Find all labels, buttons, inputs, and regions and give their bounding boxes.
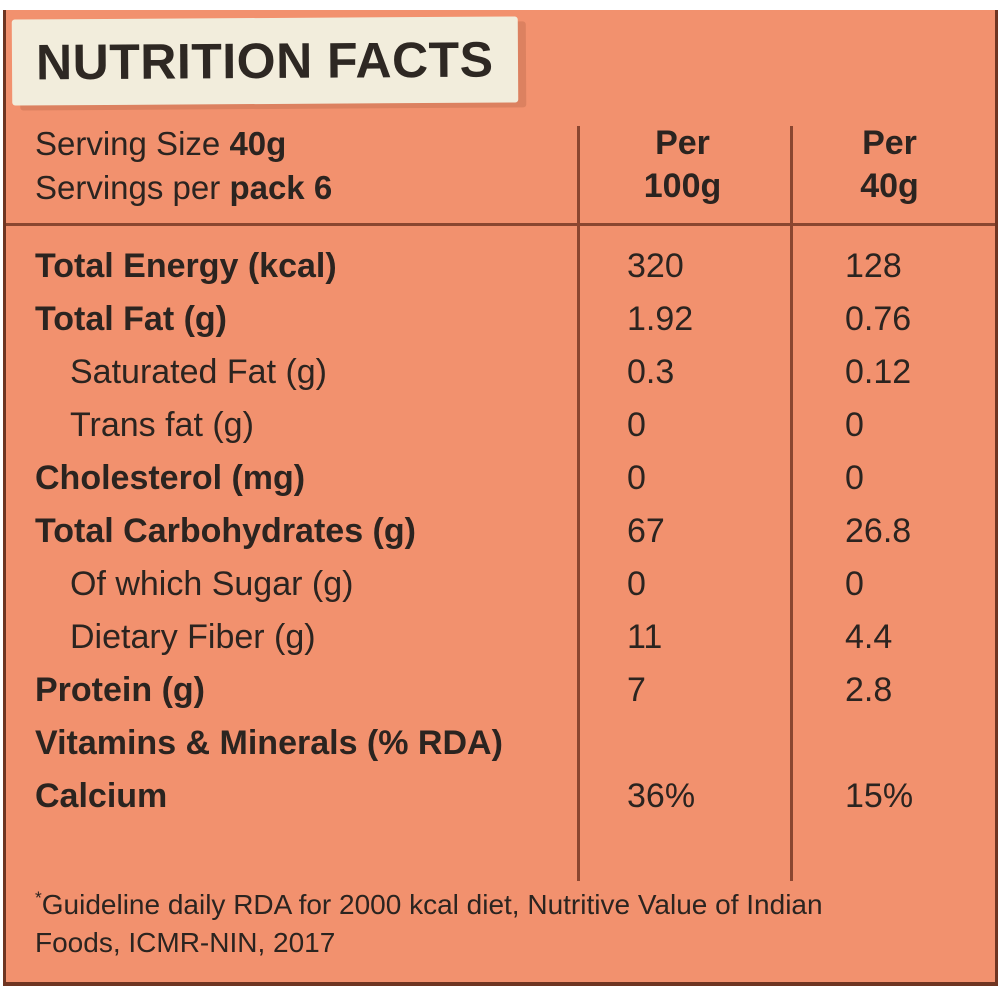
title-banner: NUTRITION FACTS — [11, 16, 519, 106]
nutrient-label: Total Energy (kcal) — [35, 247, 337, 285]
serving-size-value: 40g — [229, 125, 287, 162]
table-row: Of which Sugar (g) 0 0 — [6, 558, 995, 611]
serving-info: Serving Size 40g Servings per pack 6 — [35, 122, 332, 210]
per-100g-value: 36% — [627, 777, 696, 815]
footnote-asterisk: * — [35, 887, 42, 908]
per-100g-value: 1.92 — [627, 300, 694, 338]
table-row: Total Fat (g) 1.92 0.76 — [6, 293, 995, 346]
per-100g-value: 0 — [627, 406, 646, 444]
per-40g-value: 0 — [845, 565, 864, 603]
column-divider-1 — [577, 126, 580, 881]
nutrient-label: Trans fat (g) — [70, 406, 254, 444]
footnote: *Guideline daily RDA for 2000 kcal diet,… — [35, 886, 823, 962]
per-40g-value: 0.76 — [845, 300, 912, 338]
per-100g-value: 0 — [627, 565, 646, 603]
table-row: Dietary Fiber (g) 11 4.4 — [6, 611, 995, 664]
column-header-per-40g-line2: 40g — [860, 167, 919, 205]
column-header-per-40g: Per 40g — [787, 122, 992, 208]
footnote-line-2: Foods, ICMR-NIN, 2017 — [35, 924, 823, 962]
per-40g-value: 15% — [845, 777, 914, 815]
serving-size-line: Serving Size 40g — [35, 122, 332, 166]
column-divider-2 — [790, 126, 793, 881]
per-100g-value: 11 — [627, 618, 663, 656]
table-row: Saturated Fat (g) 0.3 0.12 — [6, 346, 995, 399]
column-header-per-100g-line1: Per — [655, 124, 710, 162]
page-title: NUTRITION FACTS — [35, 31, 494, 91]
footnote-text-2: Foods, ICMR-NIN, 2017 — [35, 927, 336, 958]
column-header-per-100g-line2: 100g — [643, 167, 722, 205]
label-panel: NUTRITION FACTS Serving Size 40g Serving… — [3, 10, 998, 986]
nutrient-label: Of which Sugar (g) — [70, 565, 354, 603]
nutrient-label: Calcium — [35, 777, 168, 815]
footnote-line-1: *Guideline daily RDA for 2000 kcal diet,… — [35, 886, 823, 924]
nutrient-label: Protein (g) — [35, 671, 205, 709]
servings-per-pack-line: Servings per pack 6 — [35, 166, 332, 210]
serving-size-label: Serving Size — [35, 125, 230, 162]
nutrient-label: Cholesterol (mg) — [35, 459, 306, 497]
servings-per-pack-label: Servings per — [35, 169, 230, 206]
per-100g-value: 67 — [627, 512, 665, 550]
nutrient-label: Saturated Fat (g) — [70, 353, 328, 391]
table-row: Cholesterol (mg) 0 0 — [6, 452, 995, 505]
column-header-per-100g: Per 100g — [578, 122, 787, 208]
table-row: Protein (g) 7 2.8 — [6, 664, 995, 717]
nutrient-label: Total Carbohydrates (g) — [35, 512, 416, 550]
per-100g-value: 0 — [627, 459, 646, 497]
per-40g-value: 128 — [845, 247, 902, 285]
per-40g-value: 0 — [845, 459, 864, 497]
nutrient-label: Dietary Fiber (g) — [70, 618, 316, 656]
per-40g-value: 2.8 — [845, 671, 893, 709]
per-100g-value: 7 — [627, 671, 646, 709]
per-40g-value: 0 — [845, 406, 864, 444]
nutrient-label: Total Fat (g) — [35, 300, 227, 338]
servings-per-pack-value: pack 6 — [229, 169, 333, 206]
header-separator-line — [6, 223, 995, 226]
per-100g-value: 320 — [627, 247, 684, 285]
column-header-per-40g-line1: Per — [862, 124, 917, 162]
table-row: Trans fat (g) 0 0 — [6, 399, 995, 452]
table-row: Vitamins & Minerals (% RDA) — [6, 717, 995, 770]
per-40g-value: 4.4 — [845, 618, 893, 656]
nutrient-label: Vitamins & Minerals (% RDA) — [35, 724, 503, 762]
per-100g-value: 0.3 — [627, 353, 675, 391]
footnote-text-1: Guideline daily RDA for 2000 kcal diet, … — [41, 889, 823, 920]
per-40g-value: 0.12 — [845, 353, 912, 391]
per-40g-value: 26.8 — [845, 512, 912, 550]
table-row: Total Carbohydrates (g) 67 26.8 — [6, 505, 995, 558]
table-row: Total Energy (kcal) 320 128 — [6, 240, 995, 293]
table-row: Calcium 36% 15% — [6, 770, 995, 823]
nutrient-rows: Total Energy (kcal) 320 128 Total Fat (g… — [6, 240, 995, 823]
